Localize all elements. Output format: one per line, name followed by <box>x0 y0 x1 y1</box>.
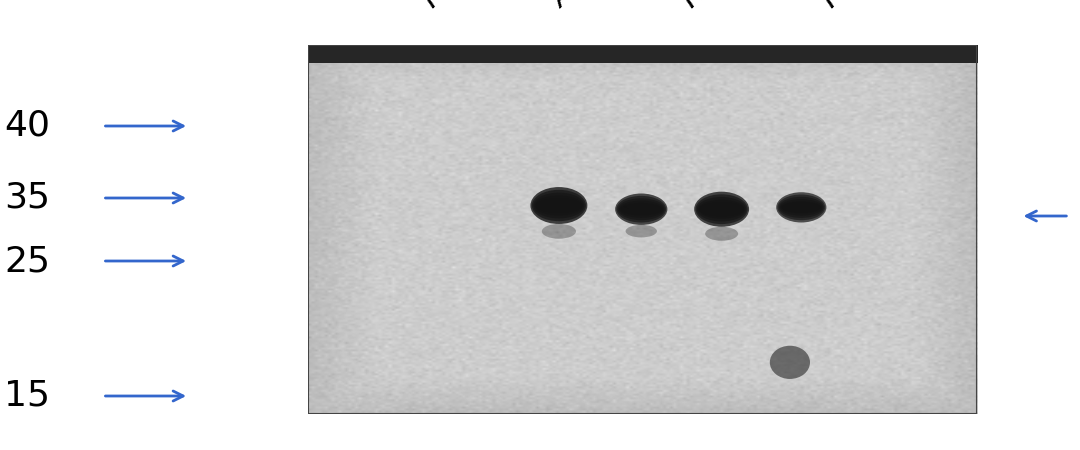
Ellipse shape <box>534 193 584 218</box>
Ellipse shape <box>700 202 743 216</box>
Text: HEK293: HEK293 <box>815 0 921 14</box>
Ellipse shape <box>536 198 582 213</box>
Ellipse shape <box>770 346 810 379</box>
Ellipse shape <box>620 203 662 216</box>
Text: K562: K562 <box>675 0 751 14</box>
Ellipse shape <box>779 197 824 218</box>
Ellipse shape <box>530 187 588 224</box>
Text: 35: 35 <box>4 181 50 215</box>
Ellipse shape <box>697 197 746 221</box>
Ellipse shape <box>778 194 825 220</box>
Ellipse shape <box>542 224 576 239</box>
Ellipse shape <box>780 199 823 216</box>
Text: 40: 40 <box>4 109 50 143</box>
Ellipse shape <box>625 225 657 238</box>
Text: A549: A549 <box>545 0 622 14</box>
Ellipse shape <box>777 192 826 222</box>
Ellipse shape <box>705 227 738 241</box>
Text: 25: 25 <box>4 244 50 278</box>
Ellipse shape <box>694 192 750 227</box>
Ellipse shape <box>616 194 667 225</box>
Ellipse shape <box>696 194 747 224</box>
Ellipse shape <box>617 196 666 223</box>
Text: MCF-7: MCF-7 <box>416 0 502 14</box>
Text: 15: 15 <box>4 379 50 413</box>
Ellipse shape <box>619 201 663 218</box>
Ellipse shape <box>531 190 586 221</box>
Ellipse shape <box>781 201 822 213</box>
Ellipse shape <box>618 198 665 220</box>
Ellipse shape <box>535 195 583 216</box>
Ellipse shape <box>699 199 745 219</box>
